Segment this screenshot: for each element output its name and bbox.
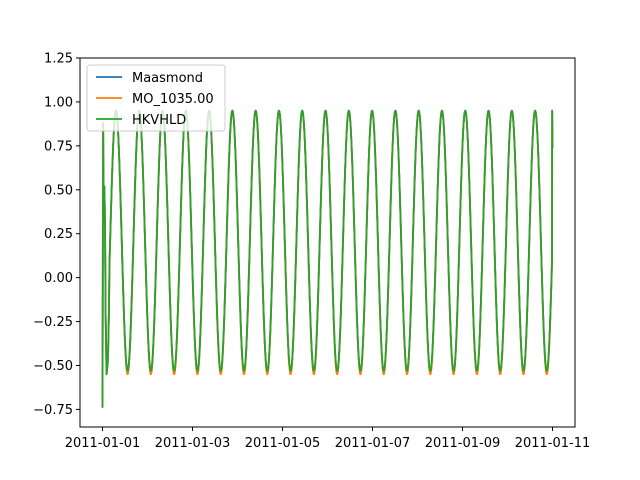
x-tick-label: 2011-01-07 bbox=[335, 436, 411, 451]
y-tick-label: −0.25 bbox=[33, 315, 73, 330]
axes-frame bbox=[79, 57, 576, 428]
legend: Maasmond MO_1035.00 HKVHLD bbox=[86, 64, 226, 132]
x-tick-label: 2011-01-11 bbox=[515, 436, 591, 451]
y-tick-label: 0.25 bbox=[44, 227, 73, 242]
legend-label: MO_1035.00 bbox=[132, 92, 214, 107]
x-tick-label: 2011-01-01 bbox=[65, 436, 141, 451]
legend-label: HKVHLD bbox=[132, 113, 186, 128]
x-tick-label: 2011-01-09 bbox=[425, 436, 501, 451]
y-tick-label: 1.00 bbox=[44, 95, 73, 110]
y-tick-label: 0.00 bbox=[44, 271, 73, 286]
y-axis: −0.75 −0.50 −0.25 0.00 0.25 0.50 0.75 1.00 1.25 bbox=[33, 52, 80, 418]
legend-box bbox=[86, 64, 226, 132]
y-tick-label: 1.25 bbox=[44, 52, 73, 67]
y-tick-label: −0.75 bbox=[33, 403, 73, 418]
y-tick-label: 0.75 bbox=[44, 139, 73, 154]
y-tick-label: 0.50 bbox=[44, 183, 73, 198]
x-tick-label: 2011-01-03 bbox=[155, 436, 231, 451]
series-line-hkvhld bbox=[101, 109, 554, 408]
x-axis: 2011-01-01 2011-01-03 2011-01-05 2011-01-07… bbox=[65, 427, 591, 451]
legend-label: Maasmond bbox=[132, 71, 203, 86]
x-tick-label: 2011-01-05 bbox=[245, 436, 321, 451]
y-tick-label: −0.50 bbox=[33, 359, 73, 374]
plot-lines bbox=[101, 109, 554, 408]
